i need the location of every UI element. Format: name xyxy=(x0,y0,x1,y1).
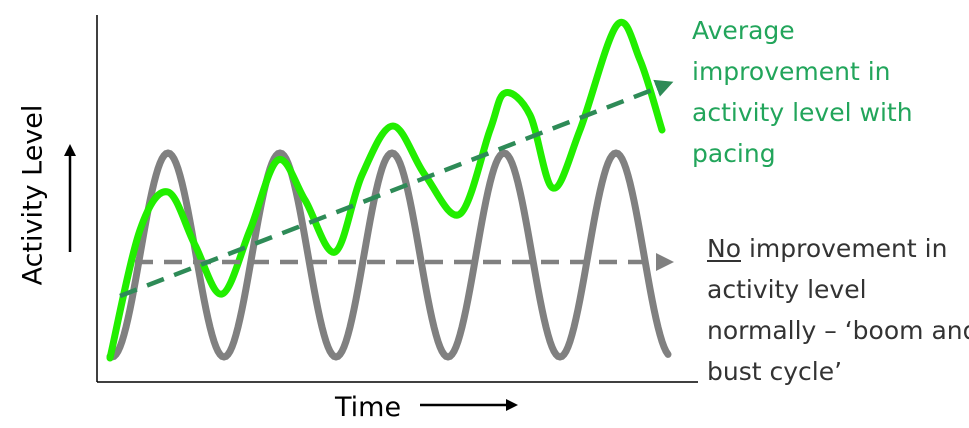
y-axis-label: Activity Level xyxy=(17,104,49,286)
pacing-annotation-line: Average xyxy=(692,16,795,45)
pacing-annotation-line: improvement in xyxy=(692,57,891,86)
pacing-curve xyxy=(106,19,666,362)
boom-bust-curve xyxy=(106,149,672,361)
boom-bust-annotation: No improvement in activity level normall… xyxy=(707,228,969,392)
boom-bust-annotation-line: activity level xyxy=(707,275,867,304)
boom-bust-annotation-line: bust cycle’ xyxy=(707,357,843,386)
pacing-annotation-line: activity level with xyxy=(692,98,913,127)
pacing-annotation-line: pacing xyxy=(692,139,776,168)
x-axis-label: Time xyxy=(335,392,402,423)
boom-bust-annotation-first-line: No improvement in xyxy=(707,228,969,269)
pacing-trend-line xyxy=(119,79,674,299)
pacing-annotation: Average improvement in activity level wi… xyxy=(692,10,913,174)
boom-bust-annotation-line: normally – ‘boom and xyxy=(707,316,969,345)
boom-bust-first-line-rest: improvement in xyxy=(741,234,948,263)
no-underlined-word: No xyxy=(707,234,741,263)
